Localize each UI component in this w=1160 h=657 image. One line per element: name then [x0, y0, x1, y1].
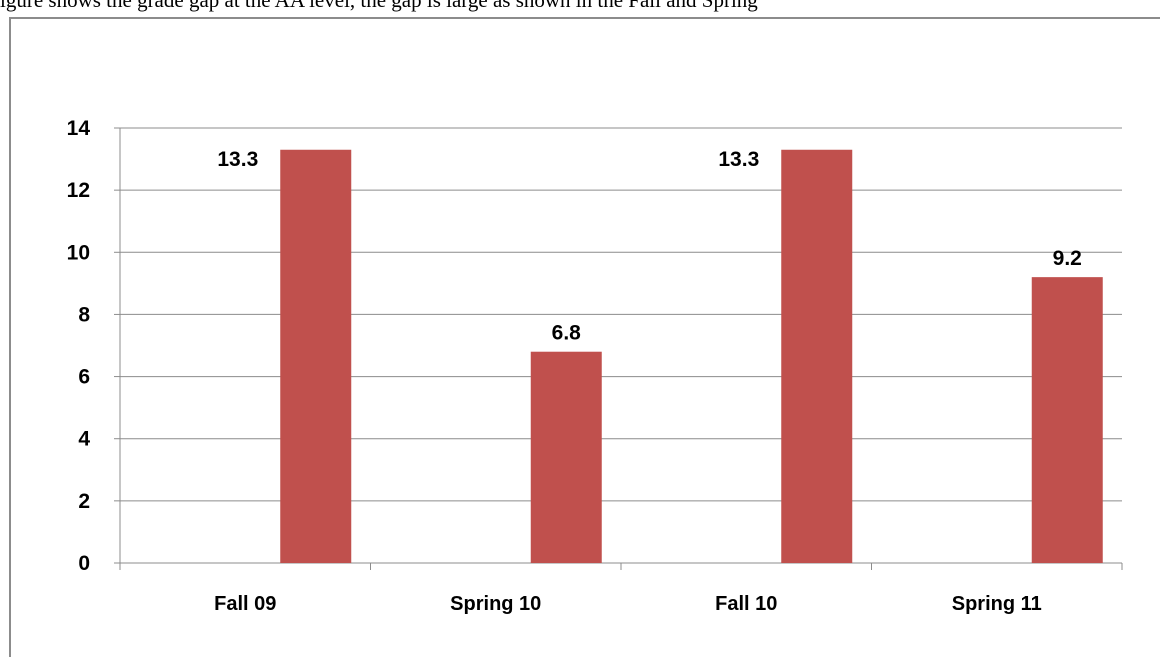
bar-spring-10 — [530, 351, 602, 563]
x-category-label: Fall 10 — [715, 593, 777, 615]
y-tick-label: 2 — [78, 490, 90, 513]
bar-spring-11 — [1031, 277, 1103, 563]
y-tick-label: 12 — [67, 179, 90, 202]
grid-lines — [120, 127, 1122, 502]
bar-fall-09 — [280, 149, 352, 563]
y-tick-label: 10 — [67, 241, 90, 264]
bar-chart: 0 2 4 6 8 10 12 14 13.3 Fall 09 6.8 Spring 10 13.3 Fa… — [67, 117, 1123, 615]
x-category-label: Spring 10 — [450, 593, 541, 615]
caption-text: igure shows the grade gap at the AA leve… — [0, 0, 758, 12]
x-category-label: Spring 11 — [952, 593, 1042, 615]
bars — [280, 149, 1103, 563]
y-tick-label: 14 — [67, 117, 91, 140]
axes — [114, 127, 1123, 570]
labels: 0 2 4 6 8 10 12 14 13.3 Fall 09 6.8 Spring 10 13.3 Fa… — [67, 117, 1082, 615]
y-tick-label: 0 — [78, 552, 90, 575]
y-tick-label: 8 — [78, 303, 90, 326]
bar-fall-10 — [781, 149, 853, 563]
y-tick-label: 4 — [78, 428, 90, 451]
x-category-label: Fall 09 — [214, 593, 276, 615]
data-label: 13.3 — [718, 148, 759, 171]
data-label: 13.3 — [217, 148, 258, 171]
chart-frame — [9, 17, 1160, 657]
data-label: 6.8 — [552, 322, 582, 345]
data-label: 9.2 — [1053, 247, 1082, 270]
y-tick-label: 6 — [78, 366, 90, 389]
